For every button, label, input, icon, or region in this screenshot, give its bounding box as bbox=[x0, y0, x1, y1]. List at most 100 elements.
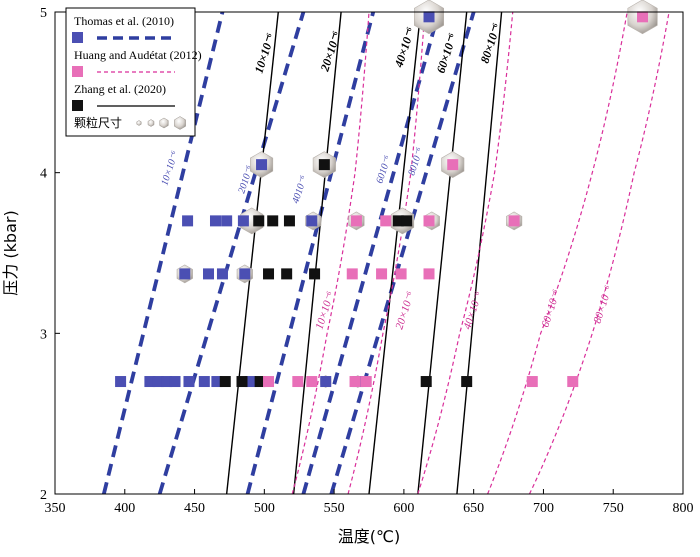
legend-size-symbol-2 bbox=[159, 117, 169, 129]
axes: 350 400 450 500 550 600 650 700 750 800 2 3 4 5 温度(℃) 压… bbox=[1, 6, 694, 546]
isoline-label-huang-11: 20×10⁻⁶ bbox=[393, 290, 417, 331]
y-tick-label-4: 4 bbox=[40, 167, 47, 182]
legend-thomas-label: Thomas et al. (2010) bbox=[74, 14, 174, 28]
isoline-huang-11 bbox=[347, 12, 426, 494]
y-tick-label-2: 2 bbox=[40, 488, 47, 503]
grain-halo-3 bbox=[240, 207, 264, 235]
x-axis-title: 温度(℃) bbox=[338, 527, 400, 546]
point-thomas-17 bbox=[221, 215, 233, 227]
point-thomas-0 bbox=[115, 376, 127, 388]
point-huang-35 bbox=[263, 376, 275, 388]
point-huang-48 bbox=[423, 215, 435, 227]
point-huang-51 bbox=[637, 11, 649, 23]
legend-size-symbol-0 bbox=[136, 120, 142, 126]
point-huang-36 bbox=[292, 376, 304, 388]
isoline-label-huang-12: 40×10⁻⁶ bbox=[461, 290, 485, 331]
isoline-label-thomas-4: 8010⁻⁶ bbox=[406, 146, 426, 177]
legend: Thomas et al. (2010) Huang and Audétat (… bbox=[65, 7, 202, 137]
isoline-huang-12 bbox=[417, 12, 514, 494]
point-thomas-7 bbox=[211, 376, 223, 388]
point-huang-41 bbox=[567, 376, 579, 388]
isoline-label-huang-13: 60×10⁻⁶ bbox=[539, 288, 563, 329]
point-zhang-27 bbox=[281, 268, 293, 280]
point-thomas-19 bbox=[306, 215, 318, 227]
plot-frame bbox=[54, 11, 684, 495]
legend-size-symbol-1 bbox=[147, 119, 155, 127]
point-zhang-34 bbox=[318, 159, 330, 171]
point-thomas-20 bbox=[256, 159, 268, 171]
isoline-zhang-7 bbox=[368, 12, 422, 494]
point-huang-37 bbox=[306, 376, 318, 388]
point-huang-50 bbox=[447, 159, 459, 171]
isoline-thomas-3 bbox=[301, 12, 441, 494]
x-tick-label-650: 650 bbox=[463, 501, 484, 516]
point-zhang-23 bbox=[254, 376, 266, 388]
x-tick-label-400: 400 bbox=[114, 501, 135, 516]
x-tick-label-500: 500 bbox=[254, 501, 275, 516]
point-huang-44 bbox=[395, 268, 407, 280]
point-huang-40 bbox=[526, 376, 538, 388]
point-huang-47 bbox=[380, 215, 392, 227]
isoline-label-thomas-0: 10×10⁻⁶ bbox=[159, 149, 181, 187]
isoline-huang-10 bbox=[291, 12, 370, 494]
isoline-label-zhang-9: 80×10⁻⁶ bbox=[478, 21, 504, 65]
x-tick-label-600: 600 bbox=[393, 501, 414, 516]
x-tick-label-750: 750 bbox=[603, 501, 624, 516]
point-thomas-8 bbox=[244, 376, 256, 388]
isolines bbox=[101, 12, 670, 494]
point-zhang-22 bbox=[236, 376, 248, 388]
legend-huang-marker bbox=[72, 66, 83, 77]
point-huang-38 bbox=[349, 376, 361, 388]
point-thomas-14 bbox=[239, 268, 251, 280]
point-zhang-33 bbox=[401, 215, 413, 227]
x-tick-label-450: 450 bbox=[184, 501, 205, 516]
point-thomas-3 bbox=[161, 376, 173, 388]
point-zhang-26 bbox=[263, 268, 275, 280]
isoline-thomas-2 bbox=[245, 12, 376, 494]
isoline-thomas-1 bbox=[157, 12, 306, 494]
point-zhang-30 bbox=[267, 215, 279, 227]
legend-thomas-marker bbox=[72, 32, 83, 43]
point-thomas-16 bbox=[209, 215, 221, 227]
point-thomas-9 bbox=[320, 376, 332, 388]
legend-size-symbols bbox=[136, 116, 186, 130]
point-thomas-4 bbox=[169, 376, 181, 388]
point-thomas-2 bbox=[152, 376, 164, 388]
point-huang-39 bbox=[360, 376, 372, 388]
point-thomas-15 bbox=[182, 215, 194, 227]
data-points bbox=[115, 11, 649, 388]
point-thomas-52 bbox=[423, 11, 435, 23]
isoline-label-zhang-6: 20×10⁻⁶ bbox=[317, 29, 343, 74]
x-tick-label-350: 350 bbox=[45, 501, 66, 516]
y-tick-label-5: 5 bbox=[40, 6, 47, 21]
legend-size-symbol-3 bbox=[174, 116, 186, 130]
point-zhang-31 bbox=[283, 215, 295, 227]
legend-zhang-label: Zhang et al. (2020) bbox=[74, 82, 166, 96]
isoline-zhang-8 bbox=[417, 12, 468, 494]
point-huang-46 bbox=[350, 215, 362, 227]
isoline-thomas-0 bbox=[101, 12, 225, 494]
point-zhang-21 bbox=[219, 376, 231, 388]
y-axis-title: 压力 (kbar) bbox=[1, 210, 20, 295]
point-zhang-29 bbox=[253, 215, 265, 227]
isoline-huang-14 bbox=[528, 12, 670, 494]
legend-size-label: 颗粒尺寸 bbox=[74, 115, 122, 130]
point-thomas-11 bbox=[179, 268, 191, 280]
isoline-zhang-6 bbox=[292, 12, 342, 494]
isoline-label-thomas-2: 4010⁻⁶ bbox=[290, 174, 310, 205]
isoline-label-huang-10: 10×10⁻⁶ bbox=[313, 290, 337, 331]
legend-huang-label: Huang and Audétat (2012) bbox=[74, 48, 202, 62]
point-zhang-25 bbox=[461, 376, 473, 388]
point-thomas-18 bbox=[237, 215, 249, 227]
point-huang-45 bbox=[423, 268, 435, 280]
point-huang-43 bbox=[376, 268, 388, 280]
isoline-huang-13 bbox=[487, 12, 628, 494]
point-thomas-5 bbox=[183, 376, 195, 388]
x-tick-label-550: 550 bbox=[324, 501, 345, 516]
point-thomas-1 bbox=[144, 376, 156, 388]
point-thomas-13 bbox=[216, 268, 228, 280]
point-thomas-6 bbox=[198, 376, 210, 388]
legend-zhang-marker bbox=[72, 100, 83, 111]
